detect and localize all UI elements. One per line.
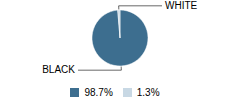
html-text:98.7%: 98.7% (84, 87, 113, 98)
html-text:1.3%: 1.3% (136, 87, 160, 98)
svg-text:BLACK: BLACK (42, 64, 75, 75)
svg-text:WHITE: WHITE (165, 0, 198, 11)
